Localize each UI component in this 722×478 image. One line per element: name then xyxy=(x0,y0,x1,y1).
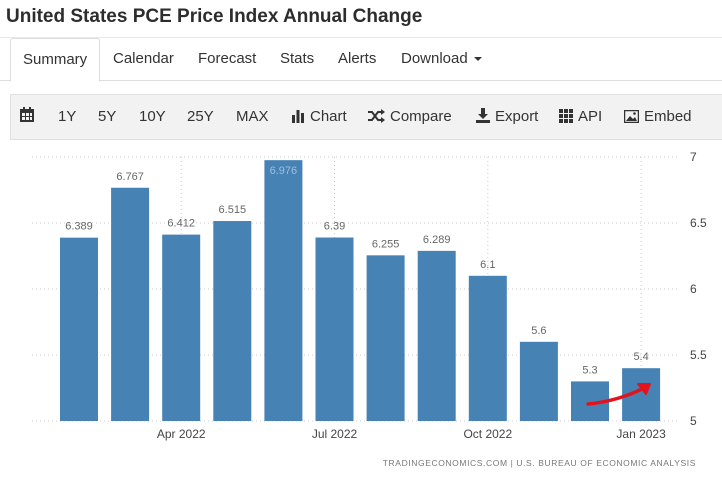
bars xyxy=(60,160,661,421)
x-tick-label: Apr 2022 xyxy=(157,427,206,441)
bar[interactable] xyxy=(468,275,507,421)
bar-value-label: 6.289 xyxy=(423,234,451,246)
tab-bar: Summary Calendar Forecast Stats Alerts D… xyxy=(0,37,722,82)
export-label: Export xyxy=(495,108,539,125)
chart-container: 6.389 6.767 6.412 6.515 6.976 6.39 6.255 6.289 6… xyxy=(0,140,722,473)
bar-value-label: 5.6 xyxy=(531,325,546,337)
y-axis: 7 6.5 6 5.5 5 xyxy=(690,150,707,428)
y-tick-label: 5.5 xyxy=(690,348,707,362)
bar-value-label: 6.39 xyxy=(324,221,345,233)
bar-value-label: 6.412 xyxy=(167,218,195,230)
bar-value-label: 6.515 xyxy=(219,204,247,216)
range-10y-button[interactable]: 10Y xyxy=(139,108,166,125)
range-5y-button[interactable]: 5Y xyxy=(98,108,117,125)
bar-value-label: 6.1 xyxy=(480,259,495,271)
bar-value-label: 6.255 xyxy=(372,238,400,250)
image-icon xyxy=(623,109,640,124)
range-25y-button[interactable]: 25Y xyxy=(187,108,214,125)
x-tick-label: Jan 2023 xyxy=(616,427,666,441)
trend-arrow xyxy=(586,383,651,406)
chart-label: Chart xyxy=(310,108,347,125)
arrow-shaft xyxy=(586,386,646,406)
tab-forecast[interactable]: Forecast xyxy=(198,50,257,67)
bar[interactable] xyxy=(111,187,150,421)
download-icon xyxy=(476,108,490,123)
bar-value-label: 6.389 xyxy=(65,221,93,233)
y-tick-label: 6 xyxy=(690,282,697,296)
title-bar: United States PCE Price Index Annual Cha… xyxy=(0,0,722,36)
range-1y-button[interactable]: 1Y xyxy=(58,108,77,125)
bar-chart-icon xyxy=(292,110,304,123)
grid-icon xyxy=(559,109,573,123)
embed-button[interactable]: Embed xyxy=(623,95,692,139)
bar-value-label: 5.4 xyxy=(633,351,648,363)
tab-alerts[interactable]: Alerts xyxy=(338,50,377,67)
bar-value-label: 6.767 xyxy=(116,171,144,183)
x-axis: Apr 2022 Jul 2022 Oct 2022 Jan 2023 xyxy=(157,427,666,441)
arrow-head xyxy=(637,383,651,395)
page-title: United States PCE Price Index Annual Cha… xyxy=(6,6,423,27)
shuffle-icon xyxy=(368,109,385,123)
compare-button[interactable]: Compare xyxy=(367,95,452,139)
bar-chart: 6.389 6.767 6.412 6.515 6.976 6.39 6.255 6.289 6… xyxy=(32,150,707,468)
tab-download[interactable]: Download xyxy=(401,38,482,80)
bar-value-label: 5.3 xyxy=(582,364,597,376)
api-label: API xyxy=(578,108,603,125)
bar[interactable] xyxy=(417,250,456,421)
bar[interactable] xyxy=(60,237,98,421)
export-button[interactable]: Export xyxy=(476,95,538,139)
calendar-icon[interactable] xyxy=(19,95,40,139)
bar[interactable] xyxy=(162,234,201,421)
y-tick-label: 6.5 xyxy=(690,216,707,230)
bar[interactable] xyxy=(519,341,558,421)
y-tick-label: 7 xyxy=(690,150,697,164)
source-credit: TRADINGECONOMICS.COM | U.S. BUREAU OF EC… xyxy=(383,458,696,468)
value-labels: 6.389 6.767 6.412 6.515 6.976 6.39 6.255 6.289 6… xyxy=(65,165,649,376)
x-tick-label: Oct 2022 xyxy=(463,427,512,441)
compare-label: Compare xyxy=(390,108,452,125)
caret-down-icon xyxy=(473,57,482,62)
y-tick-label: 5 xyxy=(690,414,697,428)
tab-summary[interactable]: Summary xyxy=(10,38,101,82)
bar[interactable] xyxy=(315,237,354,421)
tab-stats[interactable]: Stats xyxy=(280,50,315,67)
bar[interactable] xyxy=(366,255,405,421)
api-button[interactable]: API xyxy=(559,95,602,139)
x-tick-label: Jul 2022 xyxy=(312,427,358,441)
embed-label: Embed xyxy=(644,108,692,125)
bar[interactable] xyxy=(264,160,303,421)
chart-type-button[interactable]: Chart xyxy=(291,95,347,139)
tab-download-label: Download xyxy=(401,50,468,67)
bar[interactable] xyxy=(213,221,252,421)
tab-calendar[interactable]: Calendar xyxy=(113,50,174,67)
range-max-button[interactable]: MAX xyxy=(236,108,269,125)
chart-toolbar: 1Y 5Y 10Y 25Y MAX Chart Compare Export A… xyxy=(10,94,722,140)
bar-value-label: 6.976 xyxy=(270,165,298,177)
